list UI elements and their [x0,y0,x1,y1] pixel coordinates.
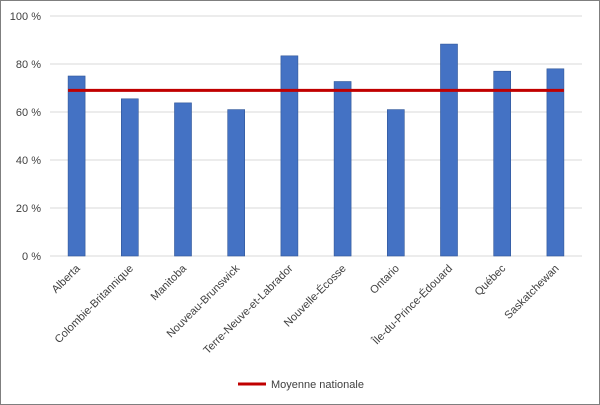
bar [440,43,458,257]
y-axis: 0 % 20 % 40 % 60 % 80 % 100 % [10,11,41,263]
legend: Moyenne nationale [238,379,364,391]
y-tick-label: 60 % [16,107,41,119]
bar [174,102,192,257]
y-tick-label: 20 % [16,203,41,215]
bar [280,55,299,257]
x-tick-label: Alberta [50,262,84,296]
y-tick-label: 80 % [16,59,41,71]
y-tick-label: 100 % [10,11,41,23]
bar [333,81,352,257]
bar [227,109,245,257]
x-tick-label: Ontario [368,263,402,297]
x-tick-label: Terre-Neuve-et-Labrador [201,262,295,356]
bar [121,98,139,257]
bar [67,75,86,257]
bars [67,43,565,257]
bar [546,68,565,257]
bar [493,70,512,257]
x-tick-label: Manitoba [149,262,190,303]
y-tick-label: 0 % [22,251,41,263]
legend-label-moyenne-nationale: Moyenne nationale [271,379,364,391]
x-tick-label: Québec [473,262,509,298]
x-tick-label: Saskatchewan [502,263,561,322]
y-tick-label: 40 % [16,155,41,167]
gridlines [50,15,582,257]
bar [386,109,405,257]
